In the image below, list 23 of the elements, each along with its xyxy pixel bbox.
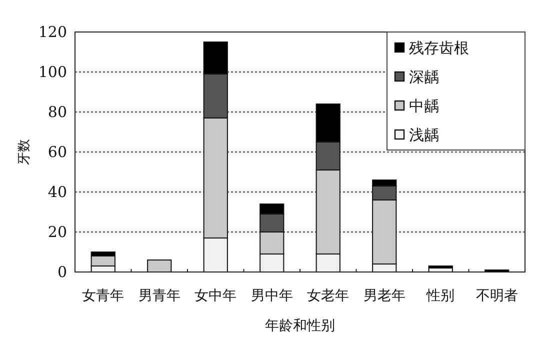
y-tick-label: 60 <box>48 143 67 161</box>
x-tick-label: 男青年 <box>138 288 180 304</box>
y-tick-label: 20 <box>48 223 67 241</box>
x-tick-label: 女青年 <box>82 288 124 304</box>
x-axis-title: 年龄和性别 <box>265 318 335 334</box>
y-tick-label: 120 <box>38 23 67 41</box>
y-tick-label: 80 <box>48 103 67 121</box>
x-tick-label: 男中年 <box>250 288 293 304</box>
legend-label: 中龋 <box>409 97 439 115</box>
y-tick-label: 0 <box>57 263 67 281</box>
x-tick-label: 女中年 <box>194 288 237 304</box>
y-tick-label: 40 <box>48 183 67 201</box>
bar <box>428 266 453 268</box>
legend-label: 残存齿根 <box>409 39 469 57</box>
y-axis-title: 牙数 <box>17 139 32 165</box>
x-tick-label: 不明者 <box>476 288 518 304</box>
x-tick-label: 男老年 <box>363 288 406 304</box>
x-tick-label: 性别 <box>426 288 455 304</box>
y-tick-label: 100 <box>38 63 67 81</box>
legend-label: 浅龋 <box>409 126 439 144</box>
x-tick-label: 女老年 <box>307 288 350 304</box>
legend-label: 深龋 <box>409 68 439 86</box>
bar <box>147 260 172 272</box>
